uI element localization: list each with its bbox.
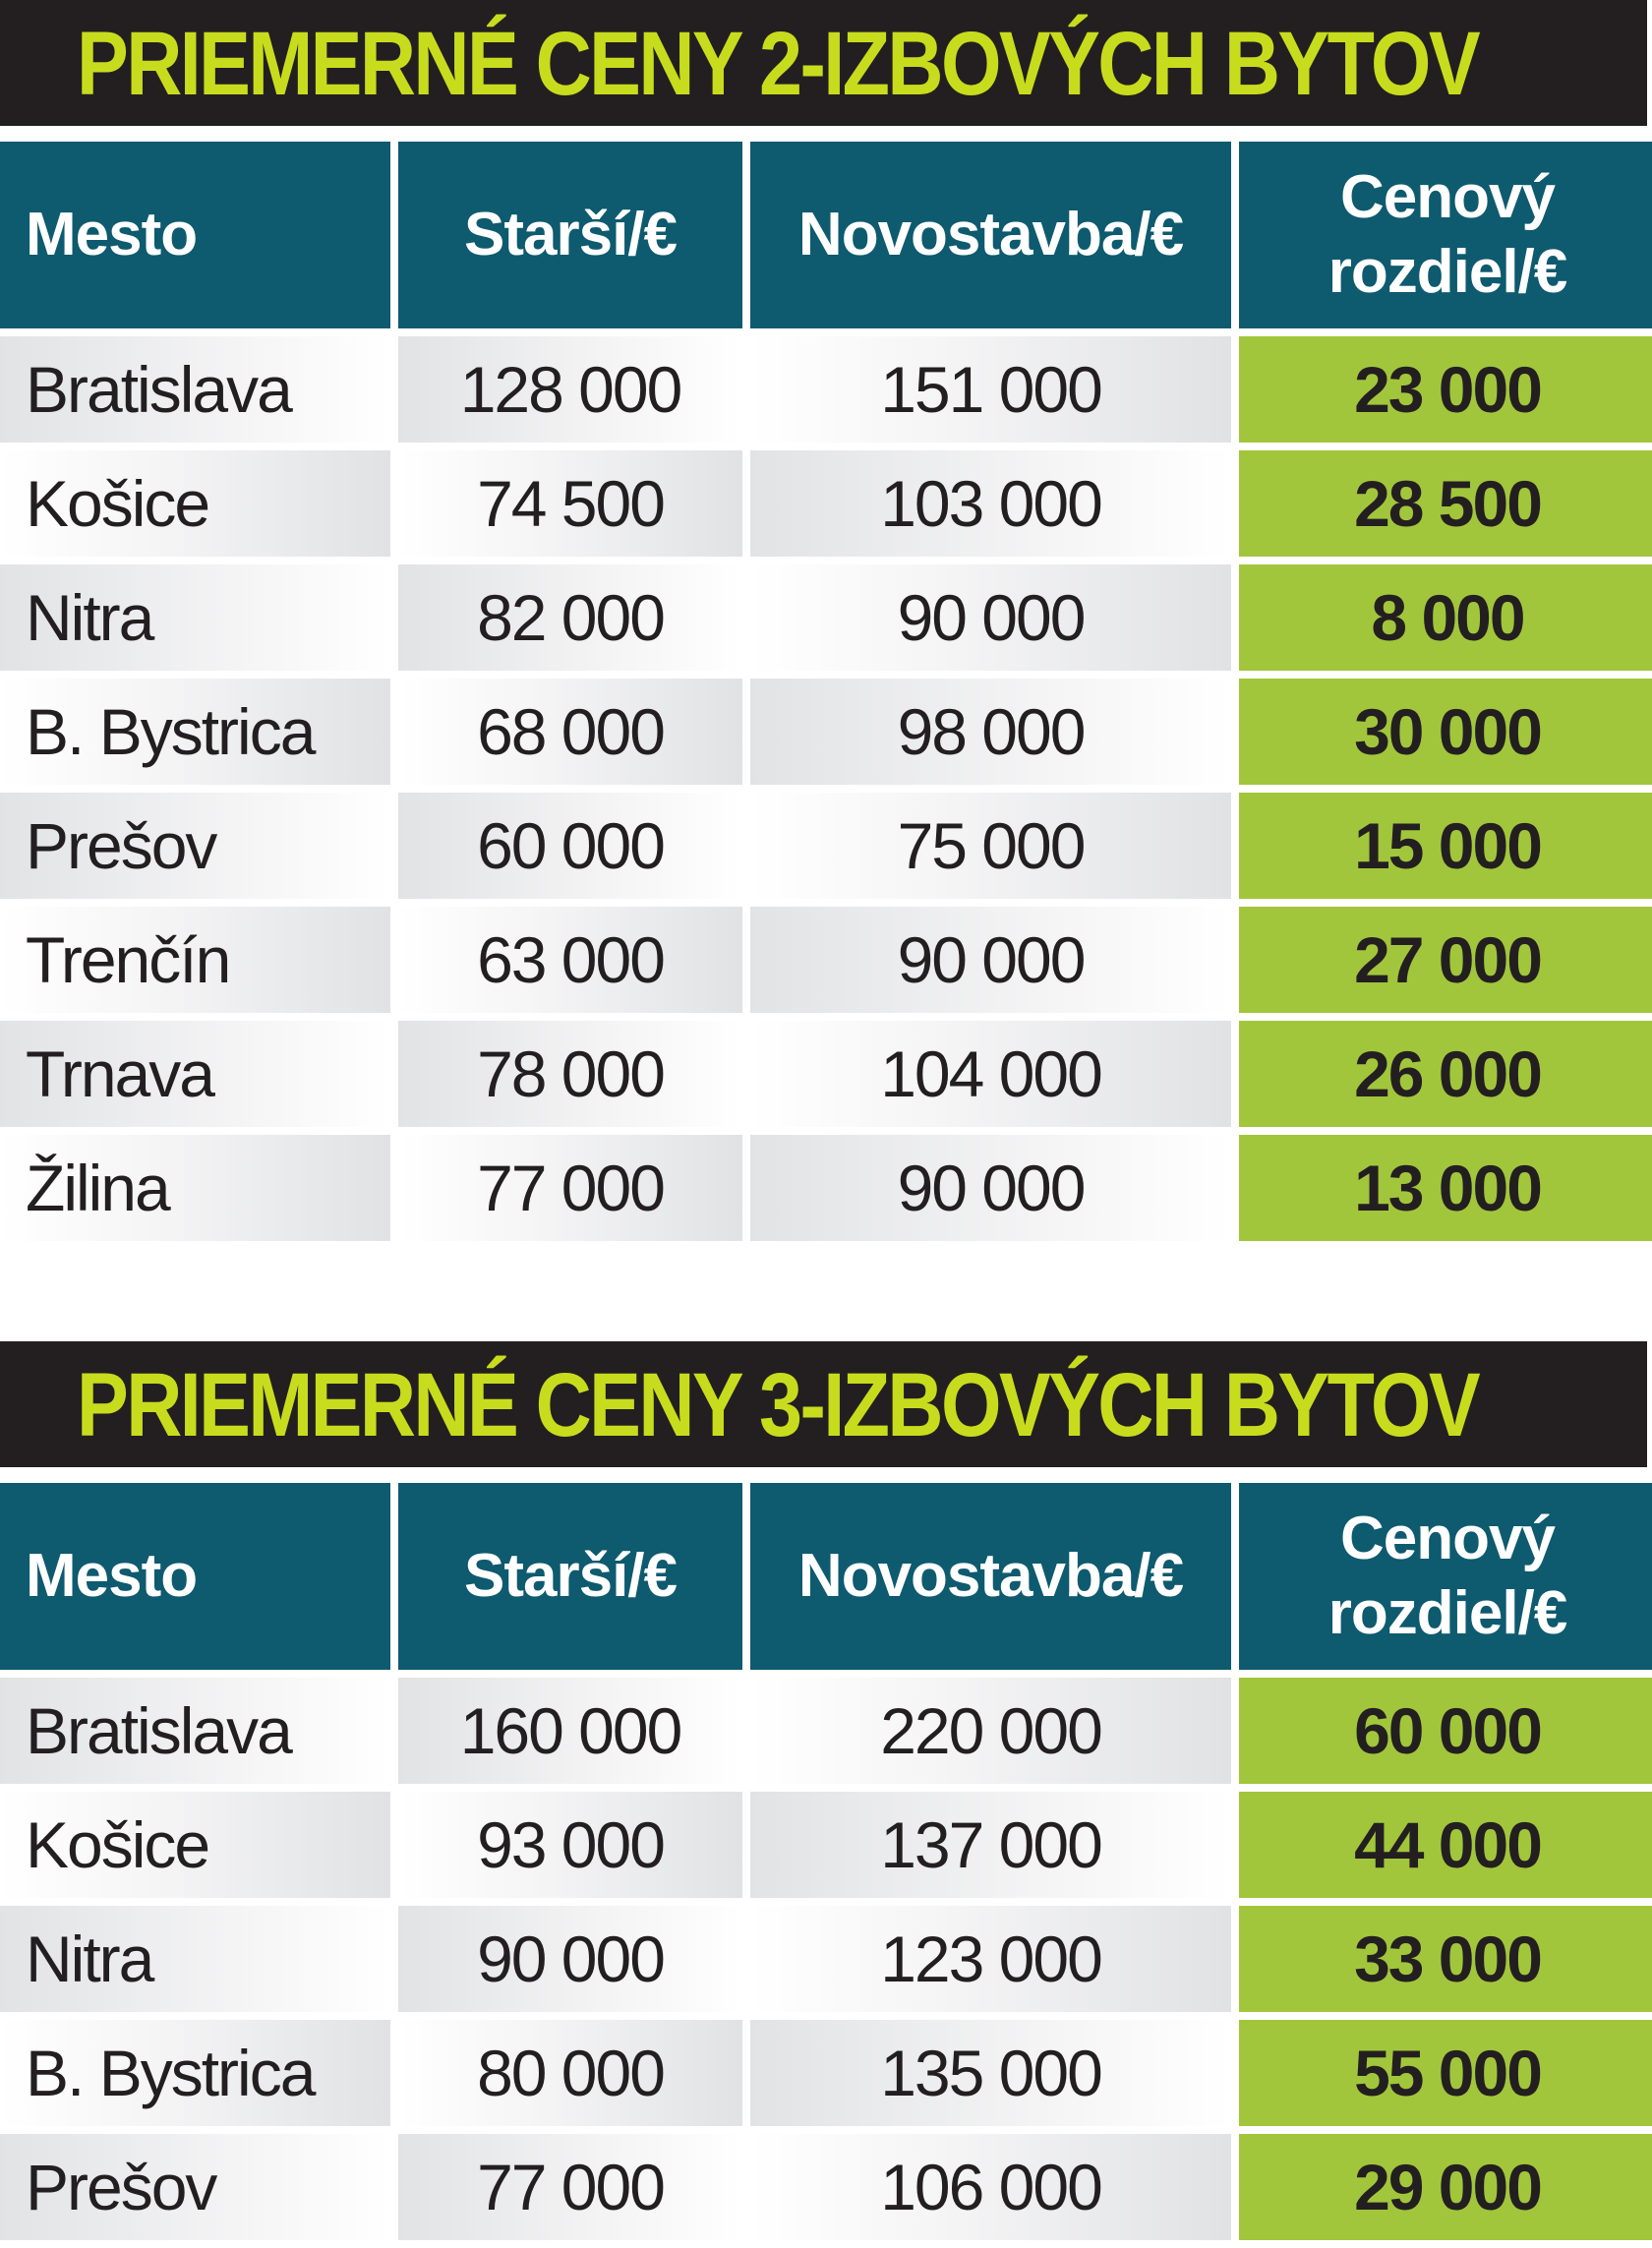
new-price-cell: 75 000 bbox=[750, 793, 1231, 899]
table-title: PRIEMERNÉ CENY 2-IZBOVÝCH BYTOV bbox=[77, 14, 1481, 114]
new-price-cell: 106 000 bbox=[750, 2134, 1231, 2240]
older-price-cell: 90 000 bbox=[398, 1906, 742, 2012]
table-row: Košice 93 000 137 000 44 000 bbox=[0, 1792, 1652, 1898]
city-cell: Košice bbox=[0, 450, 390, 557]
table-row: Trenčín 63 000 90 000 27 000 bbox=[0, 907, 1652, 1013]
new-price-cell: 104 000 bbox=[750, 1021, 1231, 1127]
column-header-new: Novostavba/€ bbox=[750, 142, 1231, 328]
older-price-cell: 60 000 bbox=[398, 793, 742, 899]
older-price-cell: 78 000 bbox=[398, 1021, 742, 1127]
older-price-cell: 128 000 bbox=[398, 336, 742, 443]
new-price-cell: 90 000 bbox=[750, 1135, 1231, 1241]
header-row: Mesto Starší/€ Novostavba/€ Cenový rozdie… bbox=[0, 1483, 1652, 1670]
city-cell: Prešov bbox=[0, 793, 390, 899]
older-price-cell: 63 000 bbox=[398, 907, 742, 1013]
table-row: Nitra 82 000 90 000 8 000 bbox=[0, 564, 1652, 671]
table-row: Bratislava 160 000 220 000 60 000 bbox=[0, 1678, 1652, 1784]
new-price-cell: 135 000 bbox=[750, 2020, 1231, 2126]
city-cell: Bratislava bbox=[0, 336, 390, 443]
new-price-cell: 220 000 bbox=[750, 1678, 1231, 1784]
price-difference-cell: 26 000 bbox=[1239, 1021, 1652, 1127]
column-header-older: Starší/€ bbox=[398, 1483, 742, 1670]
older-price-cell: 93 000 bbox=[398, 1792, 742, 1898]
older-price-cell: 160 000 bbox=[398, 1678, 742, 1784]
city-cell: Nitra bbox=[0, 1906, 390, 2012]
column-header-city: Mesto bbox=[0, 1483, 390, 1670]
title-bar: PRIEMERNÉ CENY 2-IZBOVÝCH BYTOV bbox=[0, 0, 1647, 126]
table-row: B. Bystrica 68 000 98 000 30 000 bbox=[0, 679, 1652, 785]
column-header-diff: Cenový rozdiel/€ bbox=[1239, 142, 1652, 328]
price-difference-cell: 55 000 bbox=[1239, 2020, 1652, 2126]
new-price-cell: 123 000 bbox=[750, 1906, 1231, 2012]
city-cell: B. Bystrica bbox=[0, 2020, 390, 2126]
new-price-cell: 90 000 bbox=[750, 907, 1231, 1013]
price-difference-cell: 27 000 bbox=[1239, 907, 1652, 1013]
table-row: Trnava 78 000 104 000 26 000 bbox=[0, 1021, 1652, 1127]
new-price-cell: 151 000 bbox=[750, 336, 1231, 443]
table-row: Žilina 77 000 90 000 13 000 bbox=[0, 1135, 1652, 1241]
table-row: B. Bystrica 80 000 135 000 55 000 bbox=[0, 2020, 1652, 2126]
table-row: Prešov 60 000 75 000 15 000 bbox=[0, 793, 1652, 899]
price-difference-cell: 8 000 bbox=[1239, 564, 1652, 671]
price-table: Mesto Starší/€ Novostavba/€ Cenový rozdie… bbox=[0, 134, 1652, 1249]
column-header-new: Novostavba/€ bbox=[750, 1483, 1231, 1670]
older-price-cell: 68 000 bbox=[398, 679, 742, 785]
older-price-cell: 74 500 bbox=[398, 450, 742, 557]
new-price-cell: 103 000 bbox=[750, 450, 1231, 557]
new-price-cell: 98 000 bbox=[750, 679, 1231, 785]
city-cell: Žilina bbox=[0, 1135, 390, 1241]
price-difference-cell: 15 000 bbox=[1239, 793, 1652, 899]
city-cell: B. Bystrica bbox=[0, 679, 390, 785]
older-price-cell: 80 000 bbox=[398, 2020, 742, 2126]
price-difference-cell: 44 000 bbox=[1239, 1792, 1652, 1898]
table-body: Bratislava 160 000 220 000 60 000 Košice 93 0… bbox=[0, 1678, 1652, 2240]
city-cell: Bratislava bbox=[0, 1678, 390, 1784]
older-price-cell: 77 000 bbox=[398, 1135, 742, 1241]
city-cell: Košice bbox=[0, 1792, 390, 1898]
new-price-cell: 137 000 bbox=[750, 1792, 1231, 1898]
price-difference-cell: 29 000 bbox=[1239, 2134, 1652, 2240]
city-cell: Trnava bbox=[0, 1021, 390, 1127]
table-row: Bratislava 128 000 151 000 23 000 bbox=[0, 336, 1652, 443]
column-header-older: Starší/€ bbox=[398, 142, 742, 328]
city-cell: Prešov bbox=[0, 2134, 390, 2240]
table-row: Košice 74 500 103 000 28 500 bbox=[0, 450, 1652, 557]
table-title: PRIEMERNÉ CENY 3-IZBOVÝCH BYTOV bbox=[77, 1355, 1481, 1455]
column-header-diff: Cenový rozdiel/€ bbox=[1239, 1483, 1652, 1670]
header-row: Mesto Starší/€ Novostavba/€ Cenový rozdie… bbox=[0, 142, 1652, 328]
price-difference-cell: 23 000 bbox=[1239, 336, 1652, 443]
price-difference-cell: 28 500 bbox=[1239, 450, 1652, 557]
price-difference-cell: 33 000 bbox=[1239, 1906, 1652, 2012]
older-price-cell: 77 000 bbox=[398, 2134, 742, 2240]
price-difference-cell: 60 000 bbox=[1239, 1678, 1652, 1784]
city-cell: Nitra bbox=[0, 564, 390, 671]
price-difference-cell: 30 000 bbox=[1239, 679, 1652, 785]
price-table: Mesto Starší/€ Novostavba/€ Cenový rozdie… bbox=[0, 1475, 1652, 2248]
new-price-cell: 90 000 bbox=[750, 564, 1231, 671]
column-header-city: Mesto bbox=[0, 142, 390, 328]
city-cell: Trenčín bbox=[0, 907, 390, 1013]
table-row: Nitra 90 000 123 000 33 000 bbox=[0, 1906, 1652, 2012]
older-price-cell: 82 000 bbox=[398, 564, 742, 671]
table-row: Prešov 77 000 106 000 29 000 bbox=[0, 2134, 1652, 2240]
table-body: Bratislava 128 000 151 000 23 000 Košice 74 5… bbox=[0, 336, 1652, 1241]
title-bar: PRIEMERNÉ CENY 3-IZBOVÝCH BYTOV bbox=[0, 1341, 1647, 1467]
price-difference-cell: 13 000 bbox=[1239, 1135, 1652, 1241]
